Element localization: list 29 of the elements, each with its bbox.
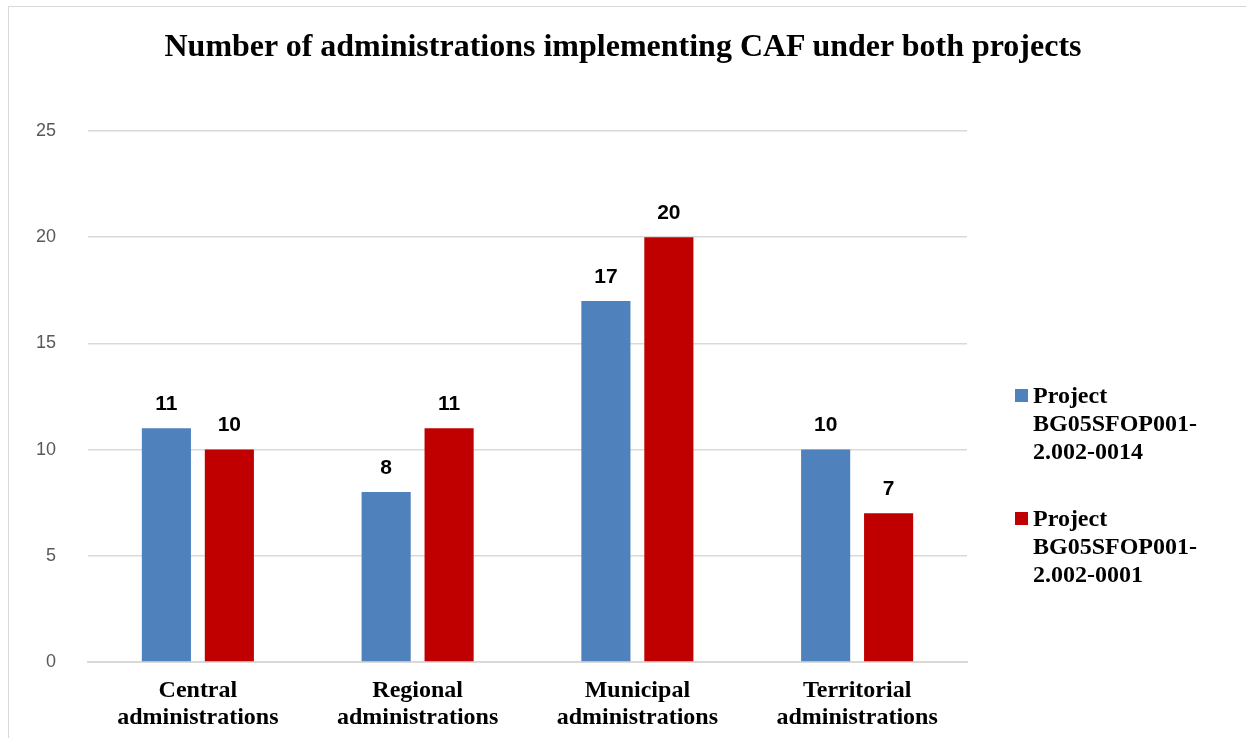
- y-tick-label: 20: [35, 226, 56, 247]
- data-label: 10: [217, 412, 242, 436]
- x-tick-label: Regional administrations: [336, 675, 499, 729]
- bar: [361, 492, 411, 662]
- data-label: 10: [813, 412, 838, 436]
- y-tick-label: 5: [45, 544, 56, 565]
- y-tick-label: 0: [45, 650, 56, 671]
- data-label: 11: [438, 391, 461, 415]
- bar: [581, 300, 631, 662]
- y-tick-label: 15: [35, 332, 56, 353]
- x-tick-label: Central administrations: [117, 675, 279, 729]
- data-label: 7: [882, 476, 895, 500]
- legend-label: Project BG05SFOP001-2.002-0001: [1033, 504, 1198, 588]
- bar: [204, 449, 254, 662]
- bar: [801, 449, 851, 662]
- bar: [424, 428, 474, 662]
- x-tick-label: Municipal administrations: [556, 675, 719, 729]
- data-label: 11: [155, 391, 178, 415]
- data-label: 17: [594, 263, 618, 287]
- bar: [141, 428, 191, 662]
- bar: [644, 237, 694, 662]
- x-tick-label: Territorial administrations: [776, 675, 938, 729]
- chart-title: Number of administrations implementing CAF under both projects: [163, 26, 1083, 64]
- data-label: 20: [657, 200, 681, 223]
- y-tick-label: 10: [35, 438, 56, 459]
- bar: [864, 513, 914, 662]
- data-label: 8: [380, 454, 393, 478]
- legend-label: Project BG05SFOP001-2.002-0014: [1033, 381, 1198, 465]
- y-tick-label: 25: [35, 119, 56, 140]
